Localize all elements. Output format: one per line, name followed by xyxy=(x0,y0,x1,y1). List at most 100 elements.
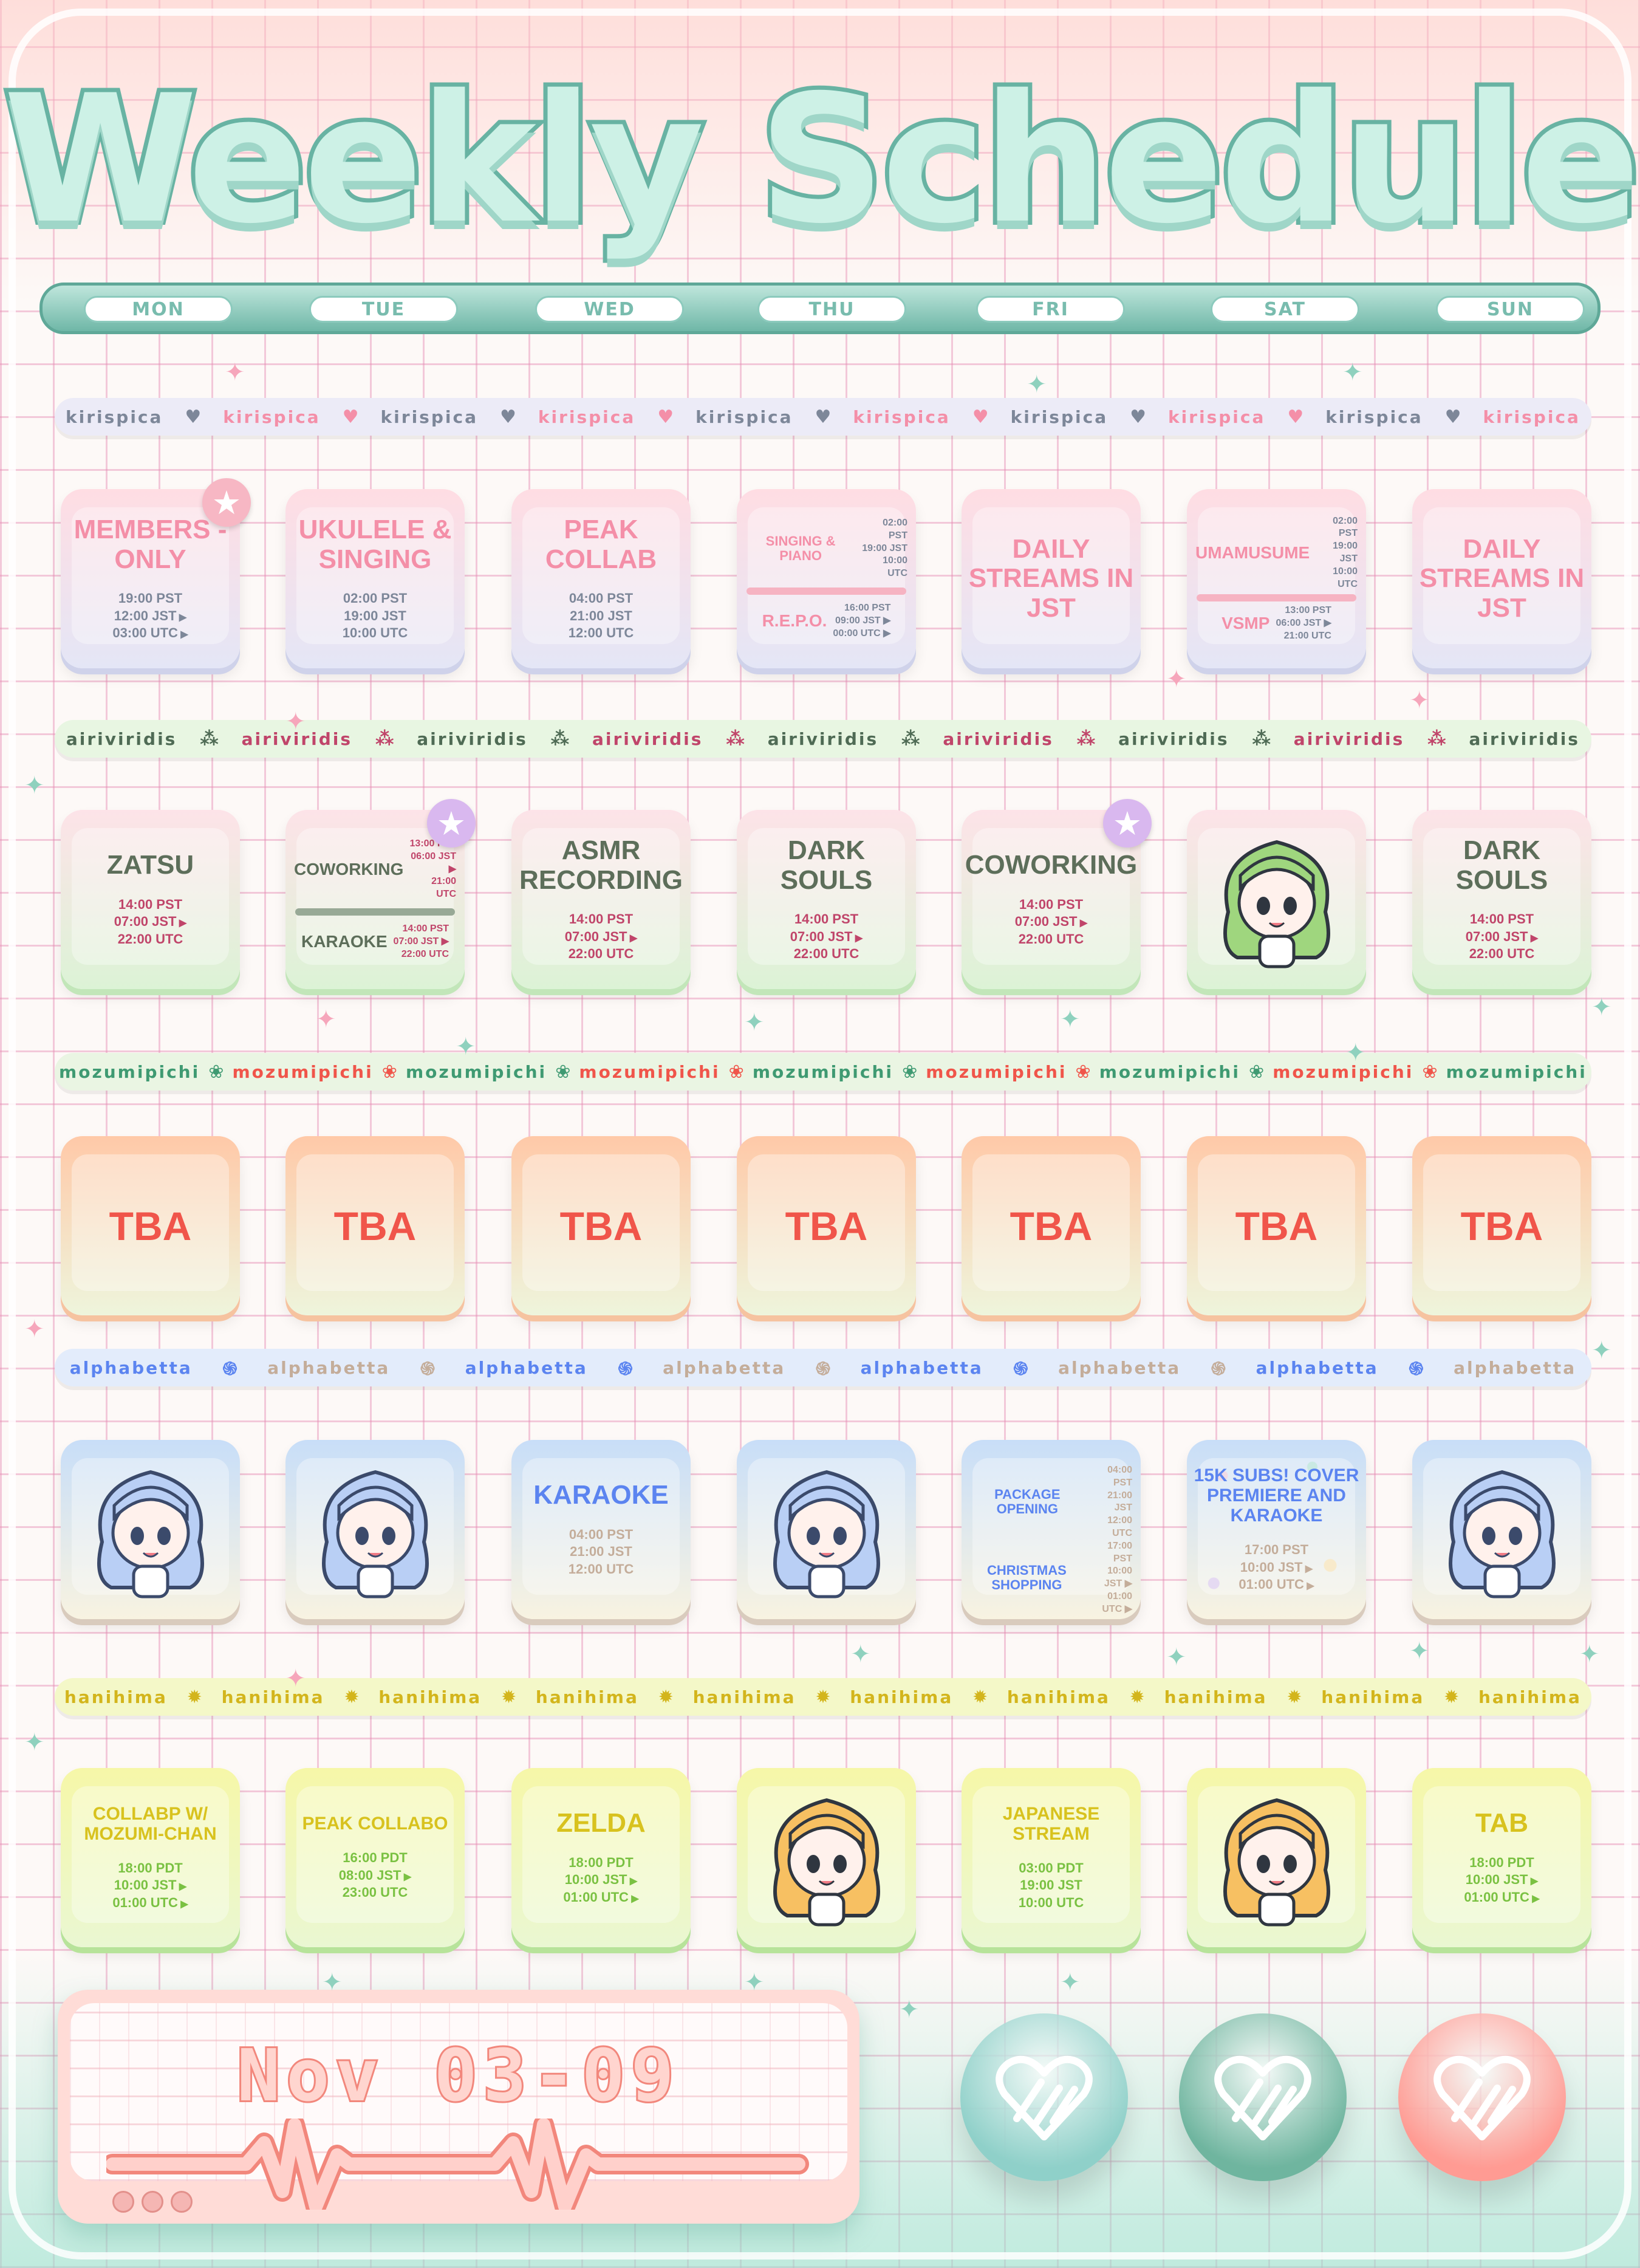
bat-icon: ⁂ xyxy=(550,728,570,750)
time-entry: 10:00 UTC xyxy=(342,625,408,641)
sunflower-icon: ✹ xyxy=(501,1686,517,1708)
schedule-card-mozumipichi-sun[interactable]: TBA xyxy=(1412,1136,1591,1315)
schedule-card-kirispica-sun[interactable]: DAILY STREAMS IN JST xyxy=(1412,489,1591,668)
talent-name: hanihima xyxy=(1164,1687,1268,1707)
schedule-card-alphabetta-wed[interactable]: KARAOKE 04:00 PST 21:00 JST 12:00 UTC xyxy=(511,1440,691,1619)
bat-icon: ⁂ xyxy=(726,728,745,750)
tba-label: TBA xyxy=(109,1203,192,1249)
schedule-card-mozumipichi-mon[interactable]: TBA xyxy=(61,1136,240,1315)
schedule-card-airiviridis-sat[interactable] xyxy=(1187,810,1366,989)
shell-icon: ֍ xyxy=(420,1358,436,1380)
day-tab-fri[interactable]: FRI xyxy=(976,296,1125,323)
time-entry: 19:00 JST xyxy=(862,543,907,553)
schedule-card-kirispica-thu[interactable]: SINGING & PIANO 02:00 PST 19:00 JST 10:00 U… xyxy=(737,489,916,668)
time-entry: 21:00 UTC xyxy=(431,876,456,900)
character-art-blue-haired-chibi xyxy=(97,1470,204,1598)
heart-button-green[interactable] xyxy=(1179,2013,1347,2181)
event-title: DARK SOULS xyxy=(780,835,873,895)
schedule-card-alphabetta-tue[interactable] xyxy=(285,1440,465,1619)
schedule-card-alphabetta-mon[interactable] xyxy=(61,1440,240,1619)
tba-label: TBA xyxy=(1460,1203,1543,1249)
talent-name: airiviridis xyxy=(1469,728,1580,749)
time-entry: 18:00 PDT xyxy=(569,1854,634,1870)
heart-icon: ♥ xyxy=(185,406,202,428)
sparkle-icon: ✦ xyxy=(322,1969,343,1996)
schedule-card-hanihima-mon[interactable]: COLLABP W/ MOZUMI-CHAN 18:00 PDT 10:00 JST… xyxy=(61,1768,240,1947)
sunflower-icon: ✹ xyxy=(186,1686,202,1708)
heart-button-teal[interactable] xyxy=(960,2013,1128,2181)
day-tab-mon[interactable]: MON xyxy=(84,296,233,323)
sunflower-icon: ✹ xyxy=(344,1686,360,1708)
schedule-card-kirispica-tue[interactable]: UKULELE & SINGING 02:00 PST 19:00 JST 10:00… xyxy=(285,489,465,668)
time-entry: 07:00 JST xyxy=(790,928,863,946)
talent-name: alphabetta xyxy=(1256,1357,1379,1378)
schedule-card-kirispica-sat[interactable]: UMAMUSUME 02:00 PST 19:00 JST 10:00 UTC VSMP… xyxy=(1187,489,1366,668)
event-title: COWORKING xyxy=(294,859,404,879)
schedule-card-kirispica-wed[interactable]: PEAK COLLAB 04:00 PST 21:00 JST 12:00 UTC xyxy=(511,489,691,668)
time-entry: 17:00 PST xyxy=(1244,1542,1309,1558)
schedule-card-hanihima-thu[interactable] xyxy=(737,1768,916,1947)
sparkle-icon: ✦ xyxy=(1409,687,1430,714)
talent-name: airiviridis xyxy=(767,728,879,749)
day-tab-thu[interactable]: THU xyxy=(757,296,906,323)
schedule-card-mozumipichi-sat[interactable]: TBA xyxy=(1187,1136,1366,1315)
schedule-card-alphabetta-thu[interactable] xyxy=(737,1440,916,1619)
time-entry: 12:00 UTC xyxy=(568,625,634,641)
talent-name: mozumipichi xyxy=(405,1061,547,1082)
event-entry: KARAOKE 14:00 PST 07:00 JST22:00 UTC xyxy=(294,923,456,961)
page-title: Weekly Schedule xyxy=(0,53,1640,267)
schedule-card-mozumipichi-thu[interactable]: TBA xyxy=(737,1136,916,1315)
day-tab-sat[interactable]: SAT xyxy=(1211,296,1359,323)
heart-button-coral[interactable] xyxy=(1398,2013,1566,2181)
talent-name: mozumipichi xyxy=(1273,1061,1414,1082)
sunflower-icon: ✹ xyxy=(1129,1686,1145,1708)
day-tab-tue[interactable]: TUE xyxy=(309,296,458,323)
talent-name: hanihima xyxy=(221,1687,325,1707)
talent-name: mozumipichi xyxy=(1446,1061,1587,1082)
event-title: PEAK COLLABO xyxy=(302,1814,448,1834)
schedule-card-mozumipichi-wed[interactable]: TBA xyxy=(511,1136,691,1315)
time-entry: 07:00 JST xyxy=(565,928,637,946)
event-divider xyxy=(1197,594,1356,601)
talent-name: kirispica xyxy=(853,406,951,427)
talent-name: airiviridis xyxy=(241,728,353,749)
schedule-card-hanihima-sat[interactable] xyxy=(1187,1768,1366,1947)
schedule-card-kirispica-mon[interactable]: MEMBERS -ONLY 19:00 PST 12:00 JST03:00 UTC… xyxy=(61,478,251,668)
schedule-card-hanihima-fri[interactable]: JAPANESE STREAM 03:00 PDT 19:00 JST 10:00 U… xyxy=(962,1768,1141,1947)
sunflower-icon: ✹ xyxy=(815,1686,831,1708)
schedule-card-alphabetta-fri[interactable]: PACKAGE OPENING 04:00 PST 21:00 JST 12:00 U… xyxy=(962,1440,1141,1619)
tba-label: TBA xyxy=(1235,1203,1318,1249)
day-tab-sun[interactable]: SUN xyxy=(1436,296,1585,323)
time-entry: 07:00 JST xyxy=(1015,913,1087,931)
heart-icon: ♥ xyxy=(1444,406,1461,428)
time-entry: 10:00 UTC xyxy=(1333,566,1358,589)
schedule-card-kirispica-fri[interactable]: DAILY STREAMS IN JST xyxy=(962,489,1141,668)
schedule-card-alphabetta-sat[interactable]: 15K SUBS! COVER PREMIERE AND KARAOKE 17:0… xyxy=(1187,1440,1366,1619)
event-entry: SINGING & PIANO 02:00 PST 19:00 JST 10:00 U… xyxy=(745,517,907,580)
schedule-card-mozumipichi-fri[interactable]: TBA xyxy=(962,1136,1141,1315)
citrus-icon: ❀ xyxy=(1075,1061,1091,1083)
day-tab-wed[interactable]: WED xyxy=(535,296,684,323)
talent-name: mozumipichi xyxy=(752,1061,894,1082)
split-events: PACKAGE OPENING 04:00 PST 21:00 JST 12:00 U… xyxy=(962,1440,1141,1619)
schedule-card-mozumipichi-tue[interactable]: TBA xyxy=(285,1136,465,1315)
schedule-card-alphabetta-sun[interactable] xyxy=(1412,1440,1591,1619)
time-entry: 21:00 JST xyxy=(1107,1490,1132,1513)
